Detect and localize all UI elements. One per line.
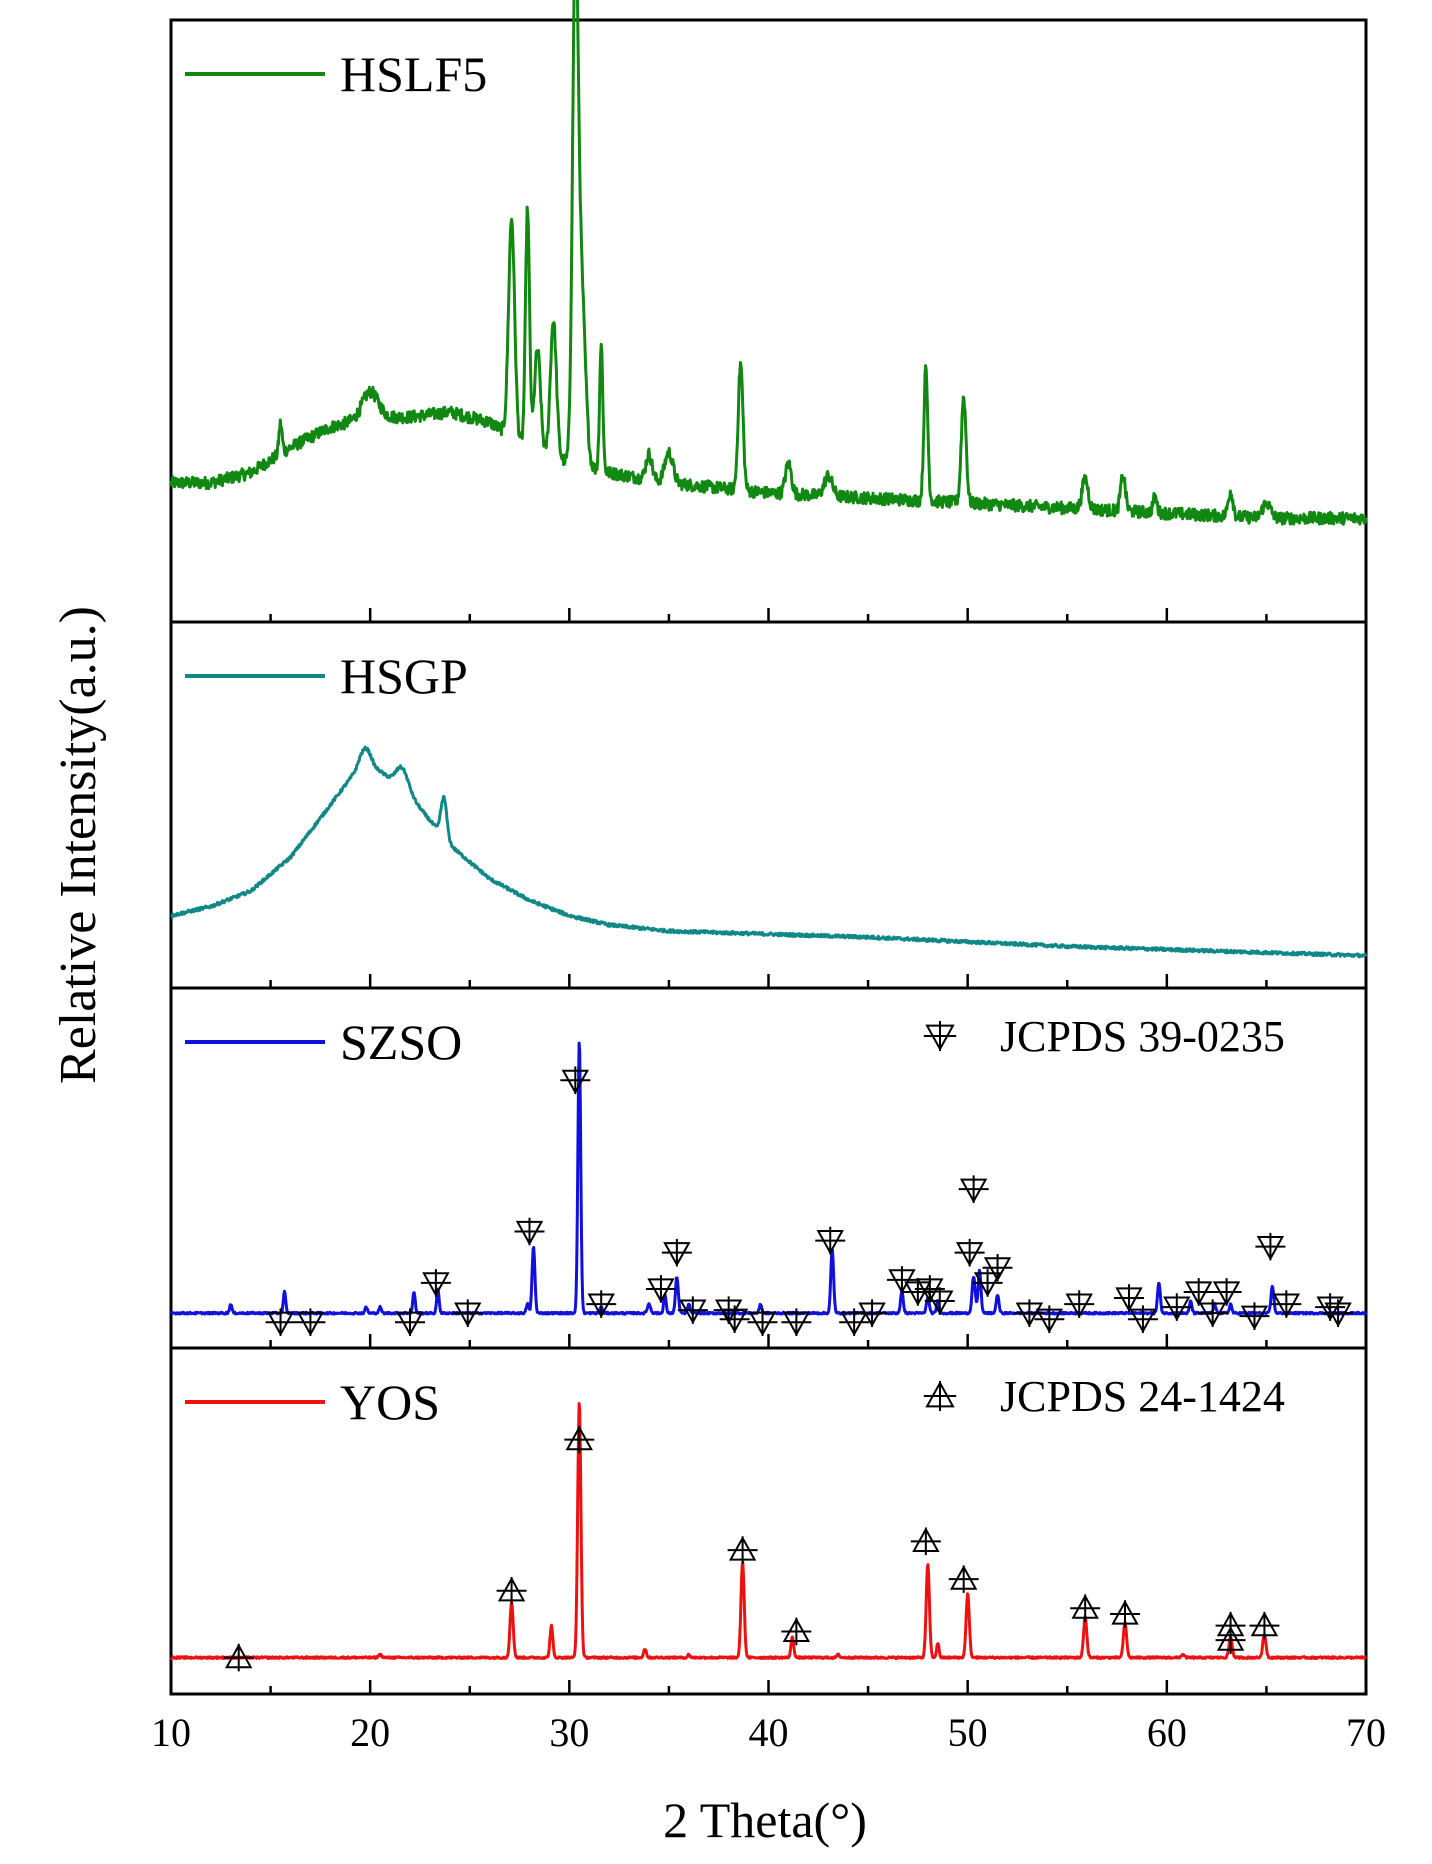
reference-marker xyxy=(564,1425,595,1454)
reference-marker xyxy=(586,1290,617,1319)
x-tick-label: 10 xyxy=(151,1710,191,1755)
panel-szso: SZSO JCPDS 39-0235 xyxy=(169,986,1368,1350)
reference-marker xyxy=(924,1287,955,1316)
reference-marker xyxy=(1255,1232,1286,1261)
reference-marker xyxy=(886,1266,917,1294)
reference-marker xyxy=(781,1617,812,1646)
reference-marker xyxy=(514,1217,545,1246)
reference-marker xyxy=(1070,1594,1101,1622)
panel-frame xyxy=(169,18,1368,624)
reference-marker xyxy=(1034,1305,1065,1334)
reference-legend-label: JCPDS 39-0235 xyxy=(1000,1012,1285,1061)
reference-marker xyxy=(1183,1278,1214,1307)
reference-marker xyxy=(1315,1293,1346,1322)
series-line-yos xyxy=(169,1402,1367,1660)
reference-marker xyxy=(420,1269,451,1297)
reference-marker xyxy=(560,1066,591,1095)
reference-marker xyxy=(265,1308,296,1337)
reference-marker xyxy=(719,1305,750,1334)
y-axis-label: Relative Intensity(a.u.) xyxy=(50,606,107,1084)
reference-marker xyxy=(948,1565,979,1593)
x-tick-label: 70 xyxy=(1346,1710,1386,1755)
reference-marker xyxy=(452,1299,483,1328)
legend-label: HSLF5 xyxy=(340,46,487,102)
legend-label: YOS xyxy=(340,1374,440,1430)
reference-marker xyxy=(1113,1284,1144,1313)
reference-marker xyxy=(1271,1290,1302,1319)
reference-marker xyxy=(954,1238,985,1267)
x-axis-label: 2 Theta(°) xyxy=(663,1792,867,1848)
reference-marker xyxy=(295,1308,326,1337)
reference-legend-marker xyxy=(923,1380,957,1411)
legend-label: HSGP xyxy=(340,648,468,704)
x-tick-label: 40 xyxy=(749,1710,789,1755)
reference-marker xyxy=(727,1536,758,1564)
reference-marker xyxy=(1323,1299,1354,1328)
series-line-szso xyxy=(169,1041,1368,1316)
panel-hslf5: HSLF5 xyxy=(169,0,1368,624)
reference-marker xyxy=(1161,1293,1192,1322)
reference-marker xyxy=(395,1308,425,1337)
reference-marker xyxy=(815,1226,846,1255)
reference-legend-marker xyxy=(923,1021,957,1052)
reference-marker xyxy=(781,1308,812,1337)
reference-marker xyxy=(1215,1626,1246,1654)
reference-marker xyxy=(857,1299,888,1328)
reference-marker xyxy=(1249,1611,1280,1640)
x-tick-label: 60 xyxy=(1147,1710,1187,1755)
panels-layer: HSLF5 HSGP SZSO JCPDS 39-0235 YOS JCPDS 24-14… xyxy=(169,0,1368,1696)
panel-hsgp: HSGP xyxy=(169,620,1368,990)
reference-marker xyxy=(910,1527,941,1556)
reference-marker xyxy=(677,1296,708,1325)
reference-marker xyxy=(982,1253,1013,1282)
reference-marker xyxy=(645,1275,676,1304)
reference-marker xyxy=(1197,1299,1228,1328)
reference-marker xyxy=(1064,1290,1095,1319)
reference-marker xyxy=(1239,1302,1270,1331)
panel-yos: YOS JCPDS 24-1424 xyxy=(169,1346,1368,1696)
reference-marker xyxy=(496,1576,527,1605)
x-tick-label: 30 xyxy=(549,1710,589,1755)
reference-marker xyxy=(661,1238,692,1267)
reference-legend-label: JCPDS 24-1424 xyxy=(1000,1372,1285,1421)
series-line-hsgp xyxy=(170,745,1368,959)
reference-marker xyxy=(1211,1278,1242,1307)
reference-marker xyxy=(1110,1599,1141,1628)
reference-marker xyxy=(972,1269,1003,1297)
reference-marker xyxy=(1127,1305,1158,1334)
reference-marker xyxy=(839,1308,870,1337)
legend-label: SZSO xyxy=(340,1014,462,1070)
x-axis: 10 20 30 40 50 60 70 xyxy=(151,1710,1386,1755)
reference-marker xyxy=(747,1308,778,1337)
x-tick-label: 50 xyxy=(948,1710,988,1755)
x-tick-label: 20 xyxy=(350,1710,390,1755)
reference-marker xyxy=(223,1643,254,1672)
reference-marker xyxy=(958,1175,989,1204)
series-line-hslf5 xyxy=(169,0,1368,526)
